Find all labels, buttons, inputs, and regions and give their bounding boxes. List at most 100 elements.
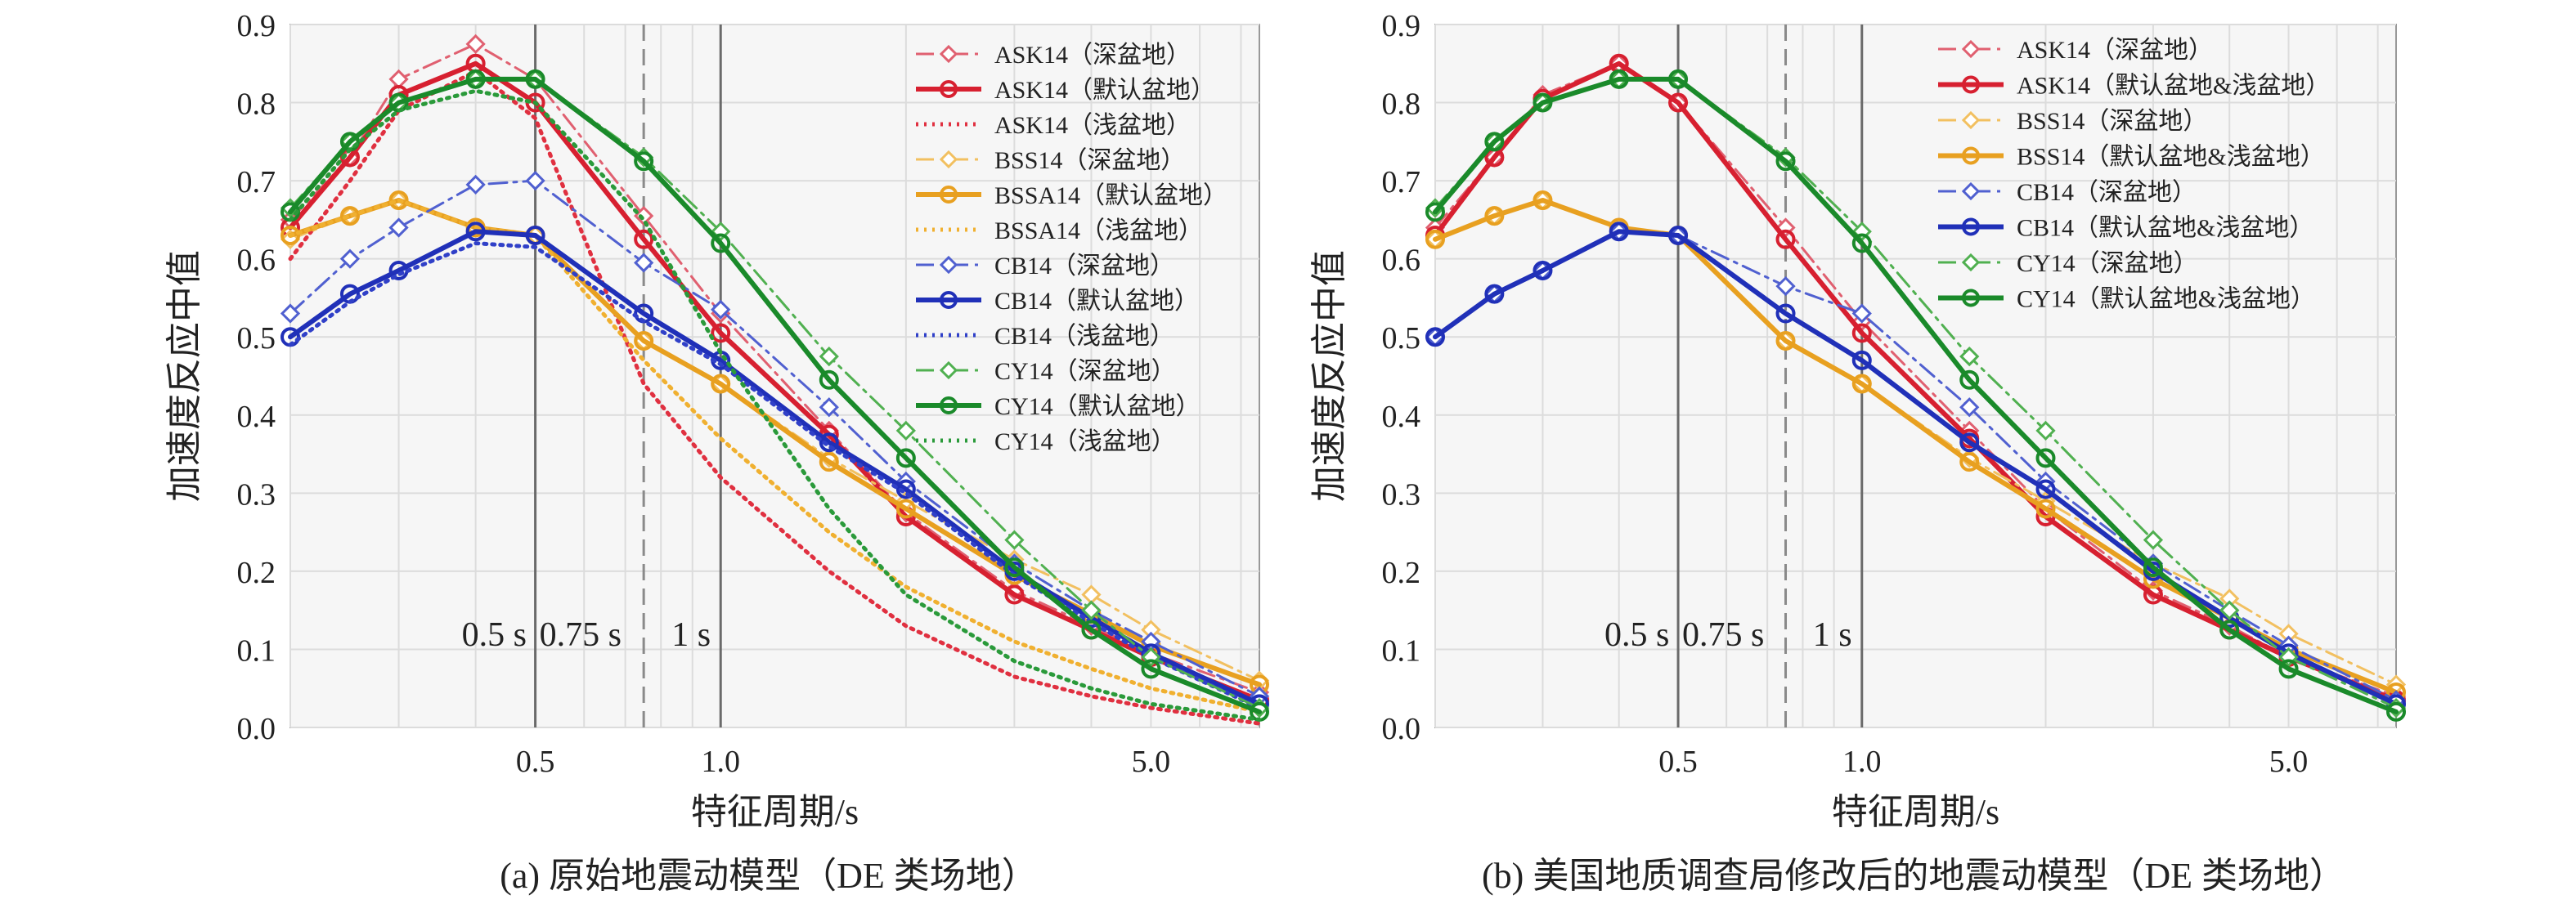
y-tick-label: 0.8 xyxy=(1382,87,1421,122)
data-point xyxy=(465,34,486,55)
data-point xyxy=(1851,323,1872,343)
data-point xyxy=(280,226,300,245)
legend-label: CY14（深盆地） xyxy=(994,358,1176,385)
data-point xyxy=(895,420,916,441)
legend-marker xyxy=(1961,110,1981,130)
data-point xyxy=(1959,346,1980,367)
reference-line-label: 0.5 s xyxy=(462,616,527,654)
y-tick-label: 0.8 xyxy=(237,87,276,122)
y-axis-label: 加速度反应中值 xyxy=(1309,250,1349,502)
data-point xyxy=(819,432,839,453)
legend-label: CB14（深盆地） xyxy=(2017,179,2197,206)
data-point xyxy=(819,369,839,390)
y-axis-label: 加速度反应中值 xyxy=(164,250,204,502)
y-tick-label: 0.2 xyxy=(237,556,276,590)
legend-label: CY14（浅盆地） xyxy=(994,428,1176,455)
y-tick-label: 0.1 xyxy=(1382,633,1421,668)
y-tick-label: 0.2 xyxy=(1382,556,1421,590)
x-tick-label: 0.5 xyxy=(516,745,555,779)
data-point xyxy=(711,374,731,394)
data-point xyxy=(895,479,916,499)
y-tick-label: 0.3 xyxy=(237,477,276,512)
y-tick-label: 0.5 xyxy=(237,321,276,356)
data-point xyxy=(1533,261,1553,280)
data-point xyxy=(339,248,361,269)
y-tick-label: 0.6 xyxy=(1382,244,1421,278)
legend-label: ASK14（浅盆地） xyxy=(994,112,1191,139)
legend: ASK14（深盆地） ASK14（默认盆地） ASK14（浅盆地） BSS14（深盆地… xyxy=(916,42,1227,455)
figure-caption: (a) 原始地震动模型（DE 类场地） xyxy=(500,856,1038,896)
y-tick-label: 0.5 xyxy=(1382,321,1421,356)
data-point xyxy=(1775,275,1796,297)
data-point xyxy=(2386,701,2406,722)
data-point xyxy=(339,206,360,226)
data-point xyxy=(634,253,654,273)
data-point xyxy=(1004,557,1025,578)
data-point xyxy=(1851,350,1872,370)
data-point xyxy=(1533,190,1553,210)
legend-marker xyxy=(1961,39,1981,59)
y-tick-label: 0.0 xyxy=(237,712,276,746)
chart-a: 0.0 0.1 0.2 0.3 0.4 0.5 0.6 0.7 0.8 0.9 0.5 1.0 5.0 0… xyxy=(164,9,1270,896)
x-axis-label: 特征周期/s xyxy=(1832,792,1999,832)
legend-label: BSSA14（默认盆地） xyxy=(994,182,1227,209)
y-tick-label: 0.0 xyxy=(1382,712,1421,746)
data-point xyxy=(1959,452,1980,472)
data-point xyxy=(1668,226,1689,245)
figure-caption: (b) 美国地质调查局修改后的地震动模型（DE 类场地） xyxy=(1482,856,2345,896)
data-point xyxy=(1851,233,1872,253)
data-point xyxy=(1775,303,1796,324)
data-point xyxy=(711,323,731,343)
y-tick-label: 0.9 xyxy=(237,9,276,43)
data-point xyxy=(1484,132,1505,152)
legend-label: BSS14（默认盆地&浅盆地） xyxy=(2017,144,2325,171)
data-point xyxy=(1775,331,1796,351)
data-point xyxy=(2035,420,2056,441)
x-tick-label: 5.0 xyxy=(1132,745,1171,779)
legend-marker xyxy=(1962,217,1980,236)
data-point xyxy=(711,233,731,253)
data-point xyxy=(2143,557,2163,578)
legend-label: CY14（默认盆地&浅盆地） xyxy=(2017,286,2315,313)
chart-b: 0.0 0.1 0.2 0.3 0.4 0.5 0.6 0.7 0.8 0.9 0.5 1.0 5.0 0… xyxy=(1309,9,2407,896)
data-point xyxy=(1851,303,1872,324)
legend-marker xyxy=(1962,75,1980,94)
data-point xyxy=(465,222,486,242)
data-point xyxy=(1959,369,1980,390)
data-point xyxy=(1609,69,1629,89)
legend-marker xyxy=(1962,289,1980,307)
legend-label: ASK14（深盆地） xyxy=(2017,37,2213,64)
y-tick-label: 0.7 xyxy=(1382,165,1421,199)
y-tick-label: 0.4 xyxy=(237,400,276,434)
x-tick-label: 1.0 xyxy=(1842,745,1882,779)
legend-marker xyxy=(940,291,958,309)
legend-marker xyxy=(939,150,958,169)
reference-line-label: 0.75 s xyxy=(1682,616,1764,654)
data-point xyxy=(819,346,839,367)
data-point xyxy=(2278,659,2299,679)
legend-label: CB14（浅盆地） xyxy=(994,323,1174,350)
data-point xyxy=(1425,202,1445,222)
legend-label: ASK14（默认盆地&浅盆地） xyxy=(2017,73,2330,100)
data-point xyxy=(1425,327,1445,347)
legend-marker xyxy=(940,80,958,98)
data-point xyxy=(1533,92,1553,113)
y-tick-label: 0.9 xyxy=(1382,9,1421,43)
reference-line-label: 1 s xyxy=(671,616,711,654)
data-point xyxy=(388,190,409,210)
reference-line-label: 0.5 s xyxy=(1604,616,1669,654)
data-point xyxy=(711,299,731,320)
data-point xyxy=(1775,229,1796,249)
data-point xyxy=(1775,151,1796,172)
data-point xyxy=(388,217,409,238)
legend-marker xyxy=(939,255,958,275)
legend-label: CB14（默认盆地&浅盆地） xyxy=(2017,215,2313,242)
data-point xyxy=(1141,659,1161,679)
data-point xyxy=(2035,499,2056,519)
data-point xyxy=(525,226,545,245)
x-tick-label: 1.0 xyxy=(701,745,740,779)
reference-line-label: 0.75 s xyxy=(540,616,622,654)
legend-label: BSSA14（浅盆地） xyxy=(994,217,1203,244)
series-line-11 xyxy=(288,88,1262,722)
